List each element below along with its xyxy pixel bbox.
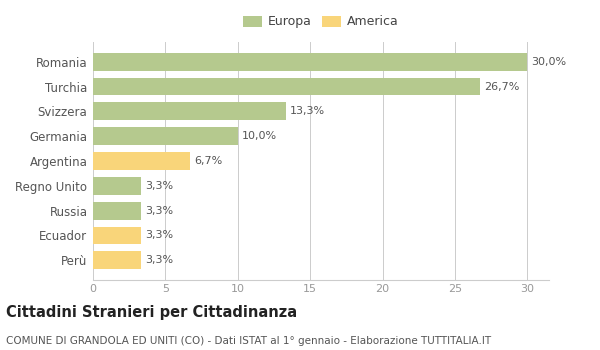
Text: 13,3%: 13,3%	[290, 106, 325, 117]
Text: 3,3%: 3,3%	[145, 255, 173, 265]
Bar	[93, 202, 141, 219]
Bar	[93, 53, 527, 71]
Bar	[93, 251, 141, 269]
Bar	[93, 78, 479, 96]
Legend: Europa, America: Europa, America	[241, 13, 401, 31]
Text: 3,3%: 3,3%	[145, 205, 173, 216]
Text: 26,7%: 26,7%	[484, 82, 519, 92]
Text: 3,3%: 3,3%	[145, 230, 173, 240]
Text: 6,7%: 6,7%	[194, 156, 223, 166]
Bar	[93, 103, 286, 120]
Text: 3,3%: 3,3%	[145, 181, 173, 191]
Bar	[93, 177, 141, 195]
Text: 30,0%: 30,0%	[532, 57, 567, 67]
Bar	[93, 127, 238, 145]
Bar	[93, 152, 190, 170]
Text: 10,0%: 10,0%	[242, 131, 277, 141]
Text: COMUNE DI GRANDOLA ED UNITI (CO) - Dati ISTAT al 1° gennaio - Elaborazione TUTTI: COMUNE DI GRANDOLA ED UNITI (CO) - Dati …	[6, 336, 491, 346]
Text: Cittadini Stranieri per Cittadinanza: Cittadini Stranieri per Cittadinanza	[6, 304, 297, 320]
Bar	[93, 226, 141, 244]
